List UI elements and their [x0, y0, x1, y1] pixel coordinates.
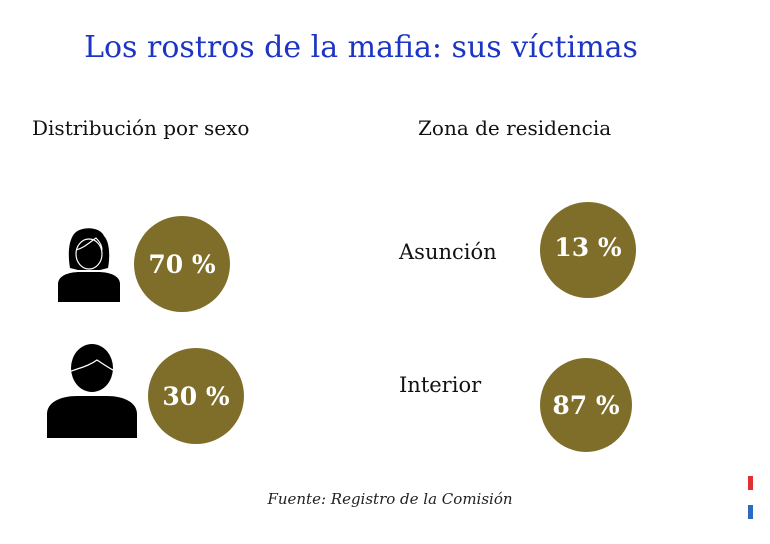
- female-icon: [58, 228, 120, 302]
- sex-heading: Distribución por sexo: [32, 116, 250, 140]
- page-title: Los rostros de la mafia: sus víctimas: [84, 30, 638, 65]
- asuncion-percent-circle: 13 %: [540, 202, 636, 298]
- flag-red-mark: [748, 476, 753, 490]
- female-percent-circle: 70 %: [134, 216, 230, 312]
- flag-blue-mark: [748, 505, 753, 519]
- male-icon: [47, 344, 137, 438]
- zone-label-interior: Interior: [399, 373, 482, 397]
- source-note: Fuente: Registro de la Comisión: [267, 490, 513, 508]
- male-percent-circle: 30 %: [148, 348, 244, 444]
- interior-percent-circle: 87 %: [540, 358, 632, 452]
- zone-heading: Zona de residencia: [418, 116, 612, 140]
- zone-label-asuncion: Asunción: [399, 240, 497, 264]
